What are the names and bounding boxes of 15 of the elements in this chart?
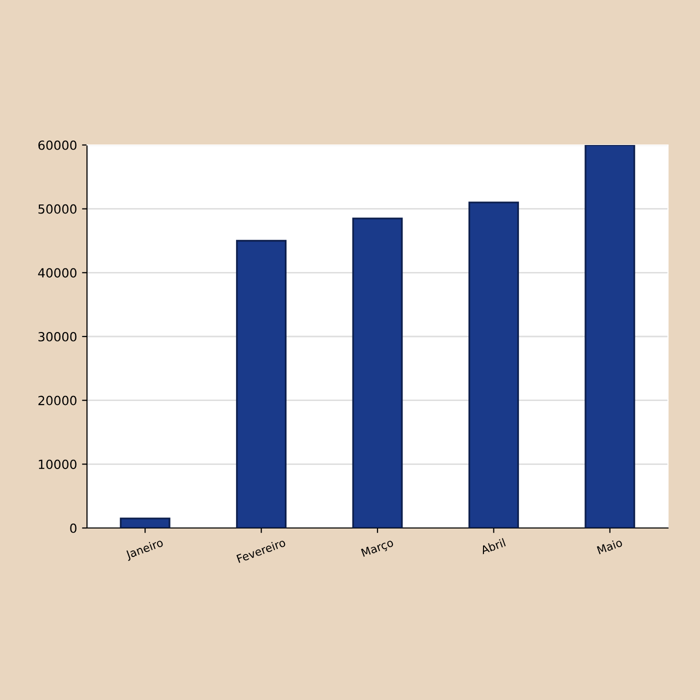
- y-tick-label: 10000: [38, 460, 76, 470]
- y-tick-label: 40000: [38, 268, 76, 278]
- bar: [584, 145, 636, 528]
- bar: [468, 202, 519, 528]
- x-tick-label: Abril: [480, 538, 506, 554]
- y-tick-label: 20000: [38, 396, 76, 406]
- y-tick-label: 60000: [38, 140, 76, 150]
- bar: [352, 218, 403, 528]
- bar: [236, 240, 287, 528]
- x-tick-label: Março: [361, 538, 395, 559]
- bar: [120, 518, 170, 528]
- y-tick-label: 30000: [38, 332, 76, 342]
- y-tick-label: 0: [70, 523, 76, 533]
- y-tick-label: 50000: [38, 204, 76, 214]
- x-tick-label: Maio: [596, 538, 623, 554]
